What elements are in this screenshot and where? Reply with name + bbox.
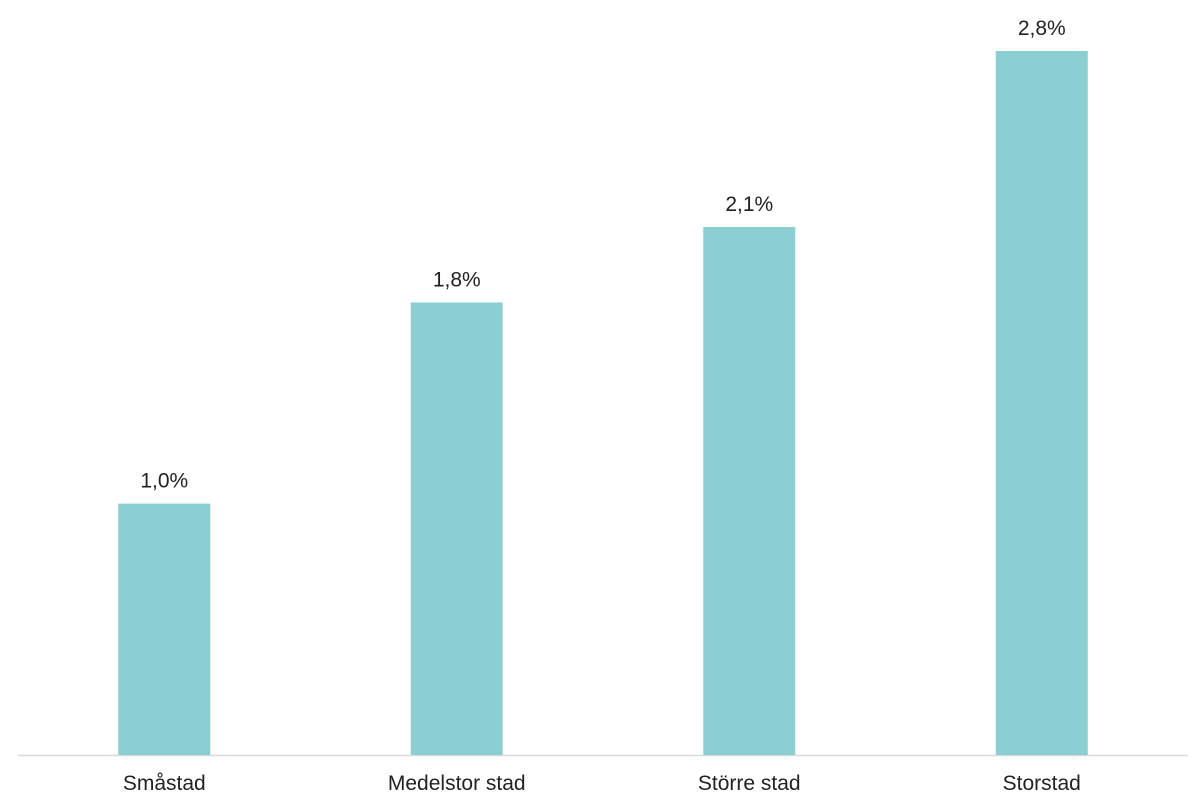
bar-2 [410, 302, 503, 755]
data-label-3: 2,1% [725, 193, 773, 216]
category-label-4: Storstad [1003, 772, 1081, 795]
data-label-2: 1,8% [433, 268, 481, 291]
bar-3 [703, 227, 796, 755]
bars-group [118, 51, 1088, 755]
category-labels-group: Småstad Medelstor stad Större stad Storstad [123, 772, 1081, 795]
category-label-1: Småstad [123, 772, 206, 795]
category-label-3: Större stad [698, 772, 801, 795]
data-label-1: 1,0% [140, 470, 188, 493]
category-label-2: Medelstor stad [388, 772, 526, 795]
bar-1 [118, 503, 211, 755]
bar-4 [995, 51, 1088, 755]
data-label-4: 2,8% [1018, 17, 1066, 40]
value-labels-group: 1,0% 1,8% 2,1% 2,8% [140, 17, 1065, 493]
